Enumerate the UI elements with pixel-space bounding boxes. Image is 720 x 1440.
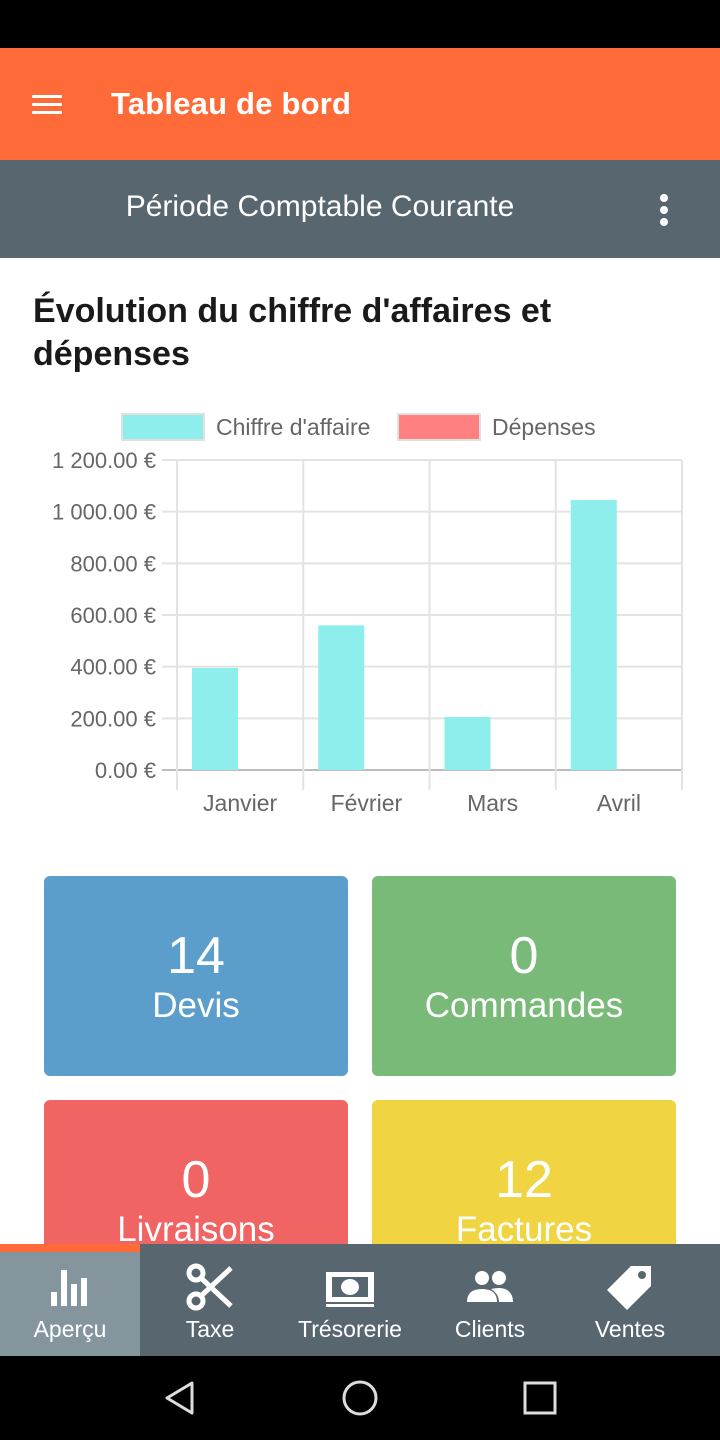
tile-label: Commandes xyxy=(424,986,624,1025)
active-indicator xyxy=(0,1244,140,1252)
money-icon xyxy=(326,1272,374,1307)
android-navigation-bar xyxy=(0,1356,720,1440)
back-icon[interactable] xyxy=(162,1380,198,1416)
bottom-navigation: Aperçu Taxe Trésorerie Clients xyxy=(0,1244,720,1356)
menu-icon[interactable] xyxy=(28,88,68,120)
nav-label: Trésorerie xyxy=(298,1316,402,1342)
y-tick-label: 200.00 € xyxy=(70,706,156,731)
tile-livraisons[interactable]: 0 Livraisons xyxy=(44,1100,348,1244)
x-tick-label: Avril xyxy=(597,790,641,816)
period-title[interactable]: Période Comptable Courante xyxy=(125,190,515,223)
x-tick-label: Mars xyxy=(467,790,518,816)
nav-item-clients[interactable]: Clients xyxy=(420,1244,560,1356)
bar xyxy=(318,625,365,770)
people-icon xyxy=(467,1271,513,1302)
y-tick-label: 400.00 € xyxy=(70,655,156,680)
legend-swatch xyxy=(397,413,481,441)
tile-label: Factures xyxy=(455,1210,593,1244)
nav-label: Clients xyxy=(454,1316,526,1342)
bar xyxy=(444,717,491,770)
tile-devis[interactable]: 14 Devis xyxy=(44,876,348,1076)
nav-item-ventes[interactable]: Ventes xyxy=(560,1244,700,1356)
revenue-expenses-chart: Chiffre d'affaire Dépenses 0.00 € 200.00 € 4… xyxy=(52,413,683,816)
status-bar xyxy=(0,0,720,48)
dashboard-content: Évolution du chiffre d'affaires et dépen… xyxy=(0,258,720,1244)
y-tick-label: 800.00 € xyxy=(70,551,156,576)
nav-label: Ventes xyxy=(594,1316,666,1342)
tile-value: 0 xyxy=(181,1151,211,1209)
home-icon[interactable] xyxy=(341,1379,379,1417)
tile-label: Devis xyxy=(152,986,240,1025)
bar xyxy=(570,500,617,770)
nav-item-apercu[interactable]: Aperçu xyxy=(0,1244,140,1356)
nav-label: Aperçu xyxy=(33,1316,107,1342)
nav-item-tresorerie[interactable]: Trésorerie xyxy=(280,1244,420,1356)
nav-label: Taxe xyxy=(185,1316,235,1342)
y-tick-label: 600.00 € xyxy=(70,603,156,628)
tile-factures[interactable]: 12 Factures xyxy=(372,1100,676,1244)
tile-commandes[interactable]: 0 Commandes xyxy=(372,876,676,1076)
bar xyxy=(192,667,238,770)
legend-label: Chiffre d'affaire xyxy=(216,414,370,440)
nav-item-taxe[interactable]: Taxe xyxy=(140,1244,280,1356)
legend-swatch xyxy=(121,413,205,441)
scissors-icon xyxy=(186,1263,233,1311)
y-tick-label: 0.00 € xyxy=(95,758,156,783)
more-vert-icon[interactable] xyxy=(648,188,680,232)
app-title: Tableau de bord xyxy=(111,86,352,121)
tile-value: 12 xyxy=(495,1151,553,1209)
tile-value: 0 xyxy=(509,927,539,985)
bar-chart-icon xyxy=(51,1270,87,1306)
tile-value: 14 xyxy=(167,927,225,985)
app-bar: Tableau de bord xyxy=(0,48,720,160)
chart-heading: Évolution du chiffre d'affaires et dépen… xyxy=(33,292,552,373)
y-tick-label: 1 000.00 € xyxy=(52,500,156,525)
period-bar: Période Comptable Courante xyxy=(0,160,720,258)
x-tick-label: Janvier xyxy=(203,790,277,816)
recents-icon[interactable] xyxy=(523,1381,557,1415)
tile-label: Livraisons xyxy=(117,1210,275,1244)
x-tick-label: Février xyxy=(331,790,403,816)
y-tick-label: 1 200.00 € xyxy=(52,448,156,473)
tag-icon xyxy=(607,1266,651,1310)
legend-label: Dépenses xyxy=(492,414,596,440)
